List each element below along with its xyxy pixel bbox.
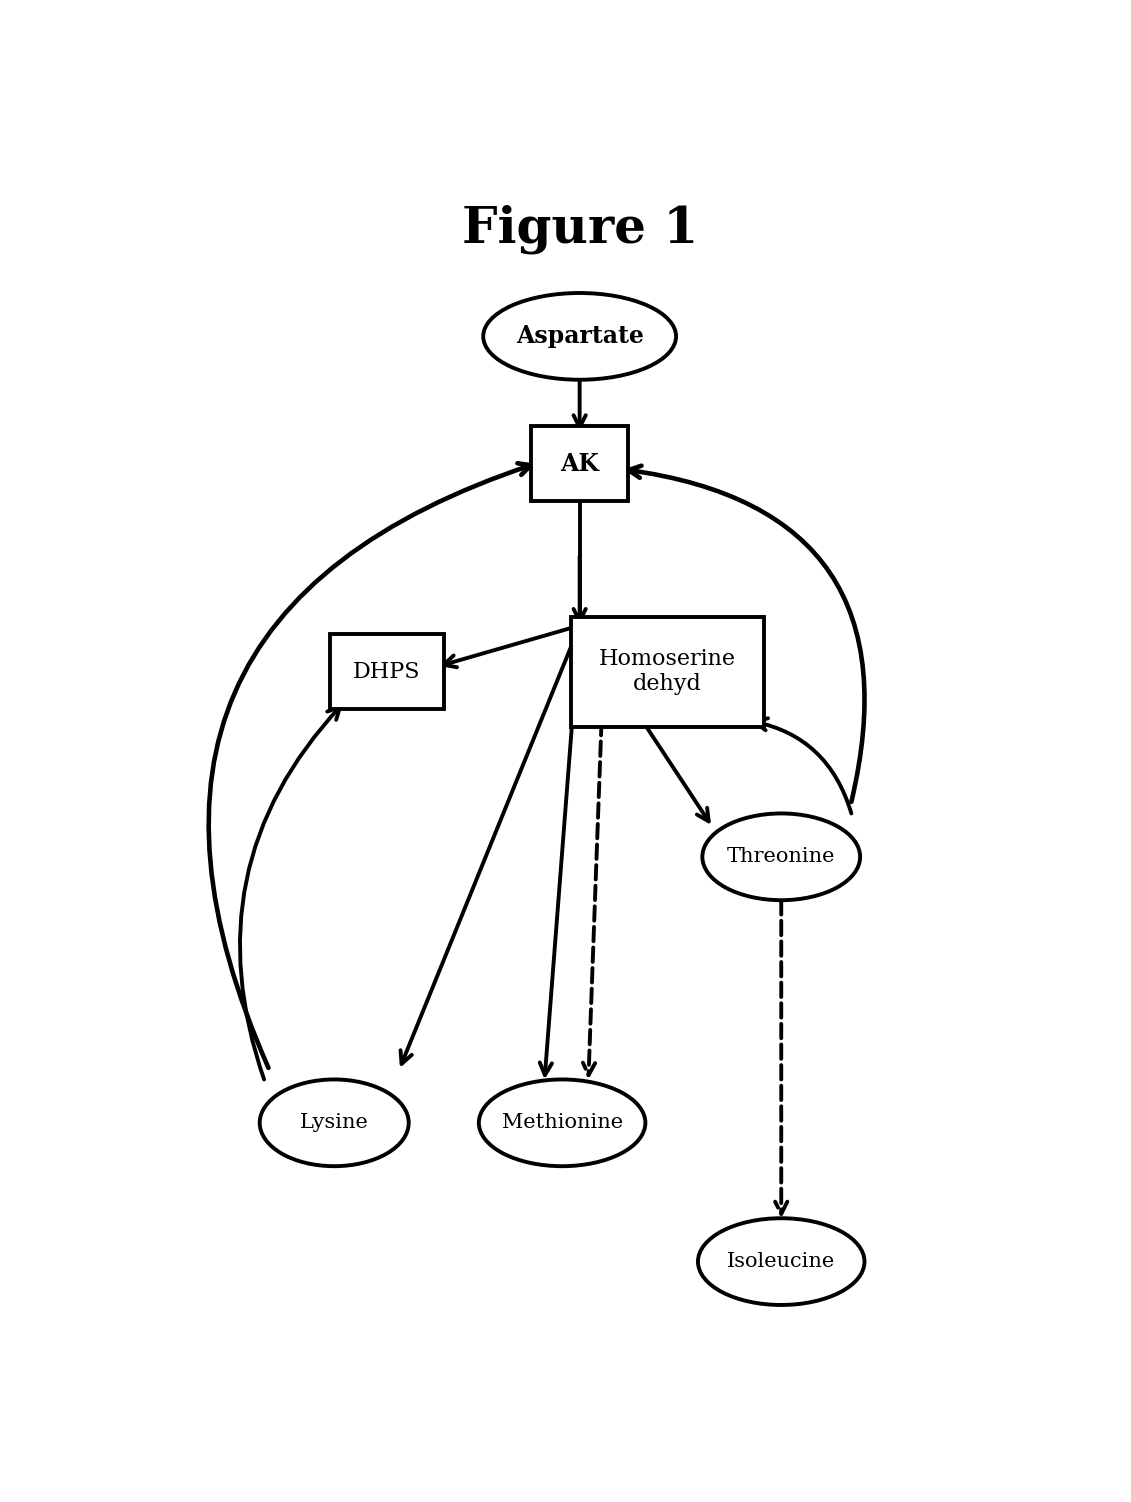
FancyBboxPatch shape <box>571 617 763 727</box>
FancyBboxPatch shape <box>532 427 628 502</box>
Ellipse shape <box>698 1218 864 1305</box>
Text: AK: AK <box>560 452 599 476</box>
Ellipse shape <box>260 1080 408 1166</box>
Text: Aspartate: Aspartate <box>516 324 644 348</box>
Text: Threonine: Threonine <box>727 847 836 867</box>
Text: Figure 1: Figure 1 <box>461 204 698 254</box>
Ellipse shape <box>702 814 860 900</box>
Text: DHPS: DHPS <box>353 661 421 683</box>
Ellipse shape <box>483 293 676 380</box>
Text: Lysine: Lysine <box>300 1113 369 1133</box>
Text: Homoserine
dehyd: Homoserine dehyd <box>598 647 736 695</box>
Ellipse shape <box>478 1080 646 1166</box>
Text: Isoleucine: Isoleucine <box>727 1253 836 1271</box>
Text: Methionine: Methionine <box>501 1113 623 1133</box>
FancyBboxPatch shape <box>330 634 443 709</box>
